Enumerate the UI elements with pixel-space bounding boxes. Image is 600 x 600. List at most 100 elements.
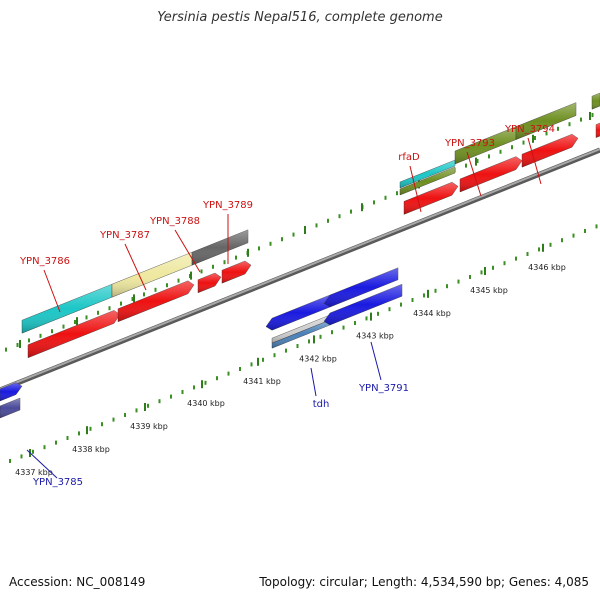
tick-minor-forward (120, 301, 122, 306)
cds-ypn-3788-shade (198, 273, 221, 293)
tick-major-reverse (257, 357, 259, 366)
tick-minor-reverse (296, 344, 299, 348)
gene-ypn-3794-shade (516, 102, 576, 140)
label-ypn-3793-leader (466, 151, 482, 197)
tick-minor-reverse (66, 436, 69, 440)
feature-layer (0, 92, 600, 419)
tick-minor-forward (534, 136, 536, 140)
tick-minor-forward (591, 113, 594, 117)
tick-minor-forward (511, 145, 513, 150)
tick-minor-reverse (9, 459, 11, 463)
kbp-label: 4338 kbp (72, 445, 110, 454)
gene-ypn-3788-shade (192, 229, 248, 266)
kbp-label: 4343 kbp (356, 332, 394, 341)
tick-minor-reverse (101, 422, 103, 427)
label-ypn-3786-leader (43, 269, 61, 313)
tick-minor-forward (269, 241, 272, 246)
tick-minor-forward (108, 306, 111, 311)
label-ypn-3788-leader (174, 229, 201, 273)
tick-minor-forward (568, 122, 571, 127)
tick-minor-forward (5, 347, 7, 352)
tick-minor-reverse (503, 261, 506, 266)
tick-minor-reverse (331, 330, 333, 335)
tick-major-forward (589, 112, 591, 120)
cds-ypn-3789-shade (222, 261, 251, 284)
tick-minor-forward (522, 140, 525, 145)
tick-minor-reverse (446, 284, 448, 289)
tick-minor-reverse (365, 316, 368, 321)
tick-minor-forward (200, 269, 203, 274)
tick-minor-forward (476, 159, 479, 163)
tick-minor-reverse (239, 367, 241, 371)
tick-major-reverse (370, 312, 372, 321)
tick-major-reverse (484, 267, 486, 275)
tick-major-reverse (542, 243, 544, 252)
tick-minor-forward (557, 126, 559, 131)
tick-minor-forward (327, 218, 329, 223)
gene-tdh-steel-shade (272, 320, 330, 349)
tick-major-reverse (427, 289, 429, 298)
tick-minor-reverse (285, 348, 287, 353)
tick-minor-forward (384, 195, 387, 200)
tick-minor-reverse (492, 265, 494, 270)
cds-ypn-3793-shade (460, 156, 522, 192)
tick-minor-reverse (400, 302, 402, 307)
tick-major-forward (304, 226, 306, 234)
tick-minor-forward (154, 287, 157, 292)
tick-minor-reverse (273, 353, 276, 358)
tick-minor-forward (350, 209, 352, 214)
label-tdh-leader (310, 367, 317, 397)
gene-tdh-grey-shade (272, 315, 330, 344)
tick-minor-forward (97, 310, 99, 315)
tick-minor-reverse (423, 293, 425, 298)
label-tdh: tdh (313, 399, 330, 410)
tick-minor-reverse (434, 288, 437, 293)
tick-major-forward (190, 271, 192, 280)
tick-minor-reverse (308, 339, 310, 344)
gene-ypn-3787-shade (112, 252, 192, 298)
tick-minor-reverse (89, 426, 92, 431)
tick-minor-forward (177, 278, 180, 283)
tick-minor-forward (235, 255, 237, 260)
gene-ypn-3791-b-shade (324, 284, 402, 325)
tick-minor-reverse (342, 325, 345, 330)
tick-minor-reverse (549, 242, 552, 247)
tick-minor-forward (373, 200, 375, 205)
tick-minor-forward (85, 315, 88, 320)
tick-major-forward (532, 134, 534, 143)
tick-minor-forward (16, 343, 19, 347)
tick-minor-reverse (526, 252, 529, 256)
tick-minor-forward (580, 117, 582, 122)
tick-minor-reverse (538, 247, 540, 252)
tick-minor-forward (62, 324, 65, 329)
label-ypn-3791-leader (370, 341, 382, 381)
tick-minor-forward (258, 246, 260, 251)
tick-minor-reverse (181, 390, 184, 394)
tick-minor-forward (338, 214, 341, 219)
gene-ypn-3786-shade (22, 284, 112, 334)
label-ypn-3788: YPN_3788 (149, 216, 200, 227)
kbp-label: 4340 kbp (187, 399, 225, 408)
backbone-layer (0, 147, 600, 393)
gene-offscreen-shade (592, 93, 600, 110)
tick-minor-reverse (480, 270, 483, 275)
topology-text: Topology: circular; Length: 4,534,590 bp… (259, 575, 589, 589)
tick-minor-reverse (227, 371, 230, 376)
gene-ypn-3791-shade (324, 267, 398, 307)
tick-minor-forward (223, 260, 226, 265)
cds-offscreen-shade (596, 123, 600, 138)
tick-minor-reverse (561, 238, 563, 243)
tick-minor-reverse (55, 440, 57, 445)
tick-minor-reverse (469, 275, 471, 279)
tick-minor-reverse (319, 334, 322, 339)
backbone-line (0, 148, 600, 390)
tick-minor-forward (545, 131, 548, 136)
tick-minor-reverse (388, 307, 391, 312)
tick-minor-forward (131, 297, 134, 301)
tick-minor-reverse (595, 224, 598, 229)
tick-minor-forward (292, 232, 295, 237)
kbp-label: 4345 kbp (470, 286, 508, 295)
kbp-label: 4342 kbp (299, 354, 337, 363)
tick-minor-reverse (572, 233, 575, 238)
tick-major-forward (247, 248, 249, 257)
